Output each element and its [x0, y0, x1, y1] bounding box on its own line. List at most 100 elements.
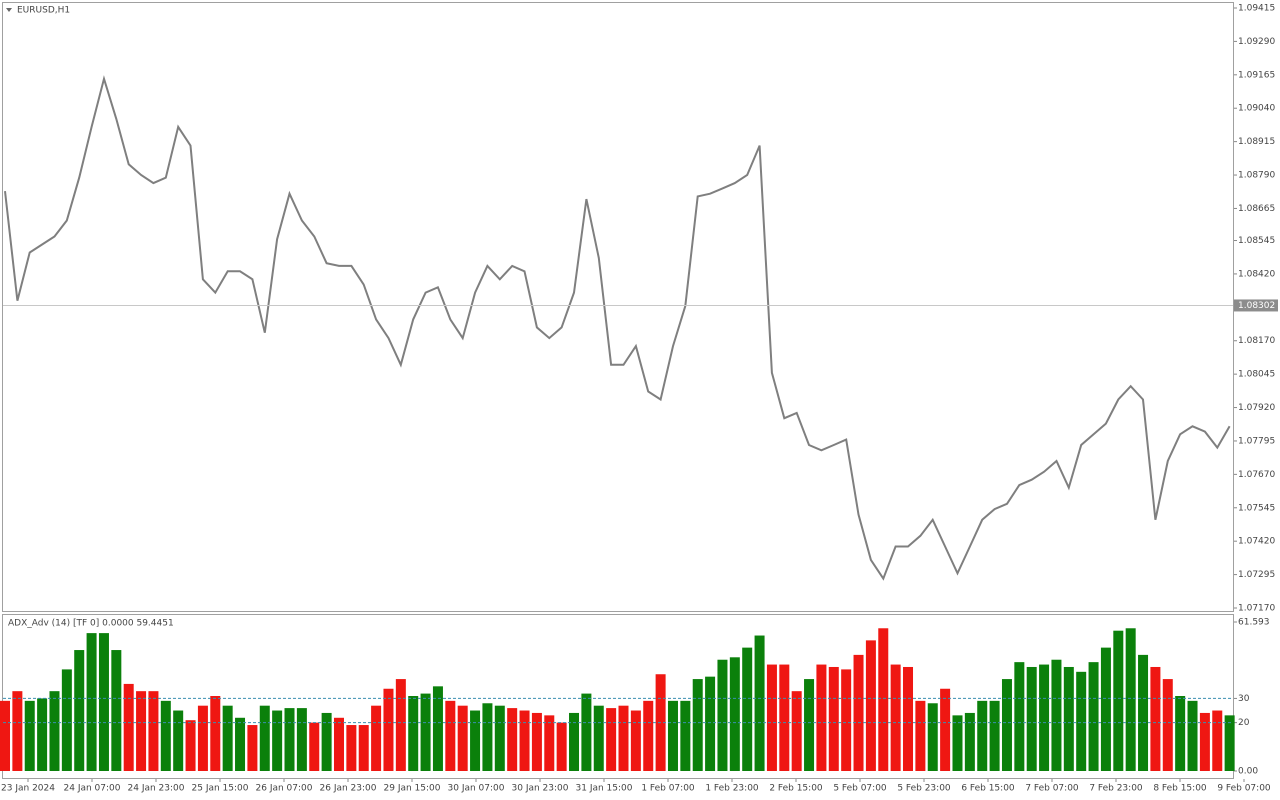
adx-bar: [432, 686, 443, 771]
x-tick-label: 31 Jan 15:00: [576, 784, 633, 794]
adx-bar: [284, 708, 295, 771]
x-tick-label: 2 Feb 15:00: [769, 784, 823, 794]
adx-bar: [37, 698, 48, 771]
adx-bar: [395, 679, 406, 771]
adx-bar: [24, 700, 35, 771]
adx-bar: [593, 705, 604, 771]
adx-bar: [964, 712, 975, 771]
x-tick-label: 25 Jan 15:00: [192, 784, 249, 794]
adx-bar: [569, 712, 580, 771]
y-tick-label: 1.08420: [1238, 269, 1275, 279]
y-tick-label: 1.07420: [1238, 537, 1275, 547]
adx-bar: [1113, 630, 1124, 771]
adx-bar: [148, 691, 159, 771]
y-tick-label: 1.07670: [1238, 470, 1275, 480]
y-tick-label: 1.08170: [1238, 336, 1275, 346]
indicator-title: ADX_Adv (14) [TF 0] 0.0000 59.4451: [8, 619, 174, 629]
adx-bar: [828, 666, 839, 771]
y-tick-label: 30: [1238, 694, 1250, 704]
x-tick-label: 26 Jan 07:00: [256, 784, 313, 794]
y-tick-label: 1.09290: [1238, 37, 1275, 47]
adx-bar: [705, 676, 716, 771]
adx-bar: [507, 708, 518, 771]
x-tick-label: 23 Jan 2024: [1, 784, 55, 794]
adx-bar: [247, 725, 258, 771]
x-tick-label: 24 Jan 07:00: [64, 784, 121, 794]
y-tick-label: 1.07920: [1238, 403, 1275, 413]
adx-bar: [185, 720, 196, 771]
adx-bar: [1076, 671, 1087, 771]
symbol-menu-arrow[interactable]: [6, 8, 12, 12]
adx-bar: [371, 705, 382, 771]
adx-bar: [136, 691, 147, 771]
adx-bar: [1187, 700, 1198, 771]
indicator-panel: [2, 614, 1234, 779]
adx-bar: [1088, 662, 1099, 771]
adx-bar: [556, 722, 567, 771]
adx-bar: [420, 693, 431, 771]
adx-bar: [544, 715, 555, 771]
adx-bar: [766, 664, 777, 771]
adx-bar: [903, 666, 914, 771]
adx-bar: [890, 664, 901, 771]
adx-bar: [445, 700, 456, 771]
x-tick-label: 8 Feb 15:00: [1153, 784, 1207, 794]
adx-bar: [618, 705, 629, 771]
adx-bar: [952, 715, 963, 771]
adx-bar: [643, 700, 654, 771]
current-price-box: [1234, 299, 1278, 312]
price-line: [4, 75, 1231, 581]
x-tick-label: 24 Jan 23:00: [128, 784, 185, 794]
y-tick-label: 0.00: [1238, 767, 1258, 777]
adx-bar: [940, 688, 951, 771]
adx-bar: [865, 640, 876, 771]
adx-bar: [1026, 666, 1037, 771]
x-tick-label: 1 Feb 23:00: [705, 784, 759, 794]
adx-bar: [1199, 712, 1210, 771]
adx-bar: [742, 647, 753, 771]
x-tick-label: 1 Feb 07:00: [641, 784, 695, 794]
y-tick-label: 61.593: [1238, 618, 1270, 628]
adx-bar: [1125, 628, 1136, 771]
adx-bar: [1100, 647, 1111, 771]
adx-bar: [519, 710, 530, 771]
adx-bar: [74, 650, 85, 771]
adx-bar: [1001, 679, 1012, 771]
adx-bar: [779, 664, 790, 771]
adx-bar: [581, 693, 592, 771]
adx-bar: [680, 700, 691, 771]
adx-bar: [408, 696, 419, 771]
adx-bar: [160, 700, 171, 771]
y-tick-label: 1.07545: [1238, 503, 1275, 513]
adx-bar: [915, 700, 926, 771]
x-tick-label: 5 Feb 07:00: [833, 784, 887, 794]
adx-bar: [61, 669, 72, 771]
adx-bar: [346, 725, 357, 771]
adx-bar: [1175, 696, 1186, 771]
y-tick-label: 1.08545: [1238, 236, 1275, 246]
adx-bar: [1039, 664, 1050, 771]
adx-bar: [717, 659, 728, 771]
adx-bar: [754, 635, 765, 771]
x-tick-label: 30 Jan 23:00: [512, 784, 569, 794]
adx-bar: [1138, 654, 1149, 771]
adx-bar: [606, 708, 617, 771]
y-tick-label: 1.08045: [1238, 370, 1275, 380]
adx-bar: [1224, 715, 1235, 771]
y-tick-label: 1.08665: [1238, 204, 1275, 214]
adx-bar: [841, 669, 852, 771]
adx-bar: [457, 705, 468, 771]
adx-bar: [816, 664, 827, 771]
adx-bar: [49, 691, 60, 771]
x-tick-label: 7 Feb 23:00: [1089, 784, 1143, 794]
adx-bar: [729, 657, 740, 771]
adx-bar: [1051, 659, 1062, 771]
current-price-label: 1.08302: [1238, 301, 1275, 311]
adx-bar: [692, 679, 703, 771]
adx-bar: [111, 650, 122, 771]
price-panel: [2, 2, 1234, 612]
adx-bar: [791, 691, 802, 771]
adx-bar: [804, 679, 815, 771]
y-tick-label: 1.08790: [1238, 171, 1275, 181]
adx-bar: [667, 700, 678, 771]
